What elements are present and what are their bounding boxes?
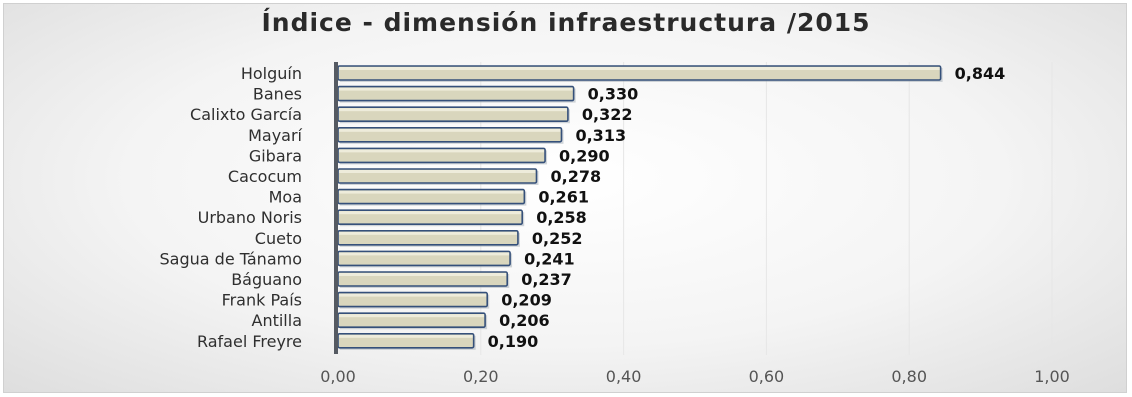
x-tick-label: 1,00 xyxy=(1034,367,1070,386)
category-label: Cacocum xyxy=(228,167,302,186)
bar-highlight xyxy=(339,108,567,112)
category-label: Frank País xyxy=(222,291,302,310)
data-label: 0,241 xyxy=(524,249,575,268)
category-label: Urbano Noris xyxy=(198,208,302,227)
category-label: Mayarí xyxy=(248,126,302,145)
category-label: Calixto García xyxy=(190,105,302,124)
chart-title: Índice - dimensión infraestructura /2015 xyxy=(261,8,871,37)
data-label: 0,258 xyxy=(536,208,587,227)
category-label: Antilla xyxy=(252,311,303,330)
data-label: 0,237 xyxy=(521,270,572,289)
category-label: Cueto xyxy=(255,229,302,248)
x-tick-label: 0,80 xyxy=(891,367,927,386)
x-tick-label: 0,20 xyxy=(463,367,499,386)
data-label: 0,209 xyxy=(501,291,552,310)
category-label: Moa xyxy=(269,188,302,207)
bar-highlight xyxy=(339,128,561,132)
bar-highlight xyxy=(339,273,507,276)
bar-highlight xyxy=(339,190,524,194)
data-label: 0,261 xyxy=(538,188,589,207)
bar-highlight xyxy=(339,231,517,235)
bar-highlight xyxy=(339,170,536,173)
bar-highlight xyxy=(339,314,485,318)
x-tick-label: 0,40 xyxy=(606,367,642,386)
data-label: 0,290 xyxy=(559,146,610,165)
data-label: 0,330 xyxy=(588,85,639,104)
bar-highlight xyxy=(339,293,487,297)
category-label: Báguano xyxy=(231,270,302,289)
category-label: Gibara xyxy=(249,146,302,165)
category-label: Banes xyxy=(253,85,302,104)
bar-highlight xyxy=(339,334,473,338)
data-label: 0,206 xyxy=(499,311,550,330)
x-tick-label: 0,60 xyxy=(749,367,785,386)
data-label: 0,190 xyxy=(488,332,539,351)
data-label: 0,278 xyxy=(550,167,601,186)
x-tick-label: 0,00 xyxy=(320,367,356,386)
category-label: Rafael Freyre xyxy=(197,332,302,351)
category-label: Holguín xyxy=(241,64,302,83)
bar-highlight xyxy=(339,87,573,91)
data-label: 0,844 xyxy=(955,64,1006,83)
category-label: Sagua de Tánamo xyxy=(160,249,302,268)
data-label: 0,252 xyxy=(532,229,583,248)
data-label: 0,322 xyxy=(582,105,633,124)
bar-highlight xyxy=(339,252,510,256)
data-label: 0,313 xyxy=(575,126,626,145)
bar-highlight xyxy=(339,149,545,153)
bar-highlight xyxy=(339,211,522,215)
bar-highlight xyxy=(339,67,940,70)
y-axis-line xyxy=(334,62,338,354)
